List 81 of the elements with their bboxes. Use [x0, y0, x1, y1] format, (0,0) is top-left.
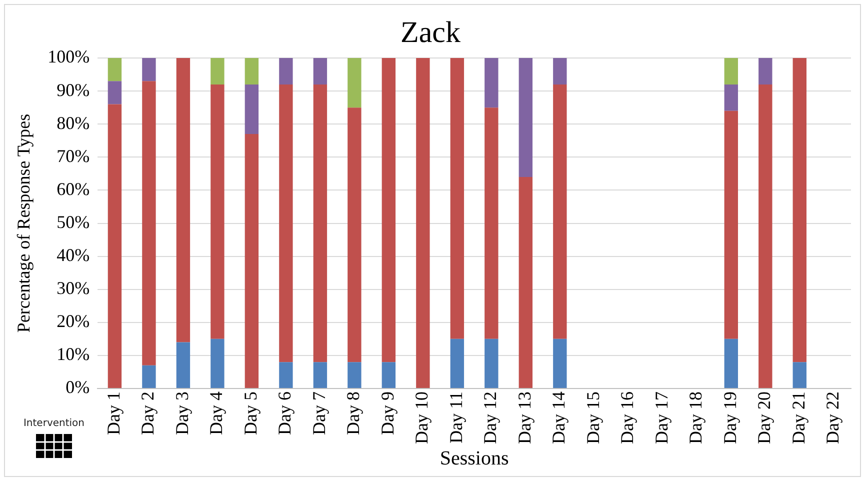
y-axis-title: Percentage of Response Types — [14, 114, 34, 333]
x-tick-label: Day 2 — [138, 392, 158, 436]
x-tick-label: Day 6 — [274, 392, 295, 436]
y-tick-label: 0% — [66, 377, 90, 398]
y-tick-label: 70% — [56, 146, 90, 166]
x-tick-label: Day 1 — [103, 392, 124, 436]
bar — [142, 365, 156, 388]
x-tick-label: Day 8 — [343, 392, 364, 436]
x-tick-label: Day 19 — [720, 392, 740, 444]
x-tick-label: Day 16 — [617, 392, 638, 444]
bar — [758, 58, 772, 84]
chart-title: Zack — [400, 16, 460, 49]
bar — [792, 362, 806, 388]
x-axis-title: Sessions — [440, 447, 509, 470]
bar — [724, 58, 738, 84]
bar — [108, 58, 122, 82]
x-tick-label: Day 15 — [582, 392, 603, 444]
bar — [348, 58, 362, 108]
bar — [484, 108, 498, 339]
bar — [484, 58, 498, 108]
bar — [758, 84, 772, 388]
x-tick-label: Day 17 — [651, 392, 672, 444]
bar — [210, 84, 224, 339]
bar — [724, 338, 738, 388]
x-tick-label: Day 9 — [377, 392, 398, 436]
bar — [382, 58, 396, 362]
bar — [210, 338, 224, 388]
bar — [518, 58, 533, 177]
bar — [553, 58, 567, 84]
y-tick-label: 50% — [56, 212, 90, 232]
bar — [244, 134, 259, 388]
bar — [142, 81, 156, 366]
bar — [279, 362, 293, 388]
bar — [450, 58, 464, 339]
text: Intervention — [23, 418, 85, 429]
x-tick-label: Day 11 — [446, 392, 466, 444]
bar — [313, 362, 328, 388]
bar — [416, 58, 430, 388]
bar — [108, 81, 122, 104]
bar — [792, 58, 806, 362]
bar — [176, 342, 190, 388]
bar — [348, 362, 362, 388]
bar — [724, 84, 738, 111]
x-tick-label: Day 4 — [206, 392, 226, 436]
bar — [176, 58, 190, 342]
bar — [244, 84, 259, 134]
x-tick-label: Day 10 — [412, 392, 432, 444]
x-tick-label: Day 14 — [548, 392, 569, 444]
bar — [279, 84, 293, 362]
bar — [142, 58, 156, 82]
x-tick-label: Day 18 — [686, 392, 706, 444]
x-tick-label: Day 7 — [308, 392, 329, 436]
x-tick-label: Day 22 — [822, 392, 843, 444]
bar — [553, 338, 567, 388]
x-tick-label: Day 12 — [480, 392, 500, 444]
bar — [518, 176, 533, 388]
y-tick-label: 30% — [56, 278, 90, 298]
y-tick-label: 10% — [56, 344, 90, 364]
bar — [210, 58, 224, 84]
x-tick-label: Day 3 — [172, 392, 192, 436]
bar — [553, 84, 567, 339]
x-tick-label: Day 21 — [788, 392, 808, 444]
bar — [348, 108, 362, 362]
y-tick-label: 20% — [56, 311, 90, 332]
y-tick-label: 80% — [56, 112, 90, 133]
y-tick-label: 90% — [56, 80, 90, 100]
bar — [724, 110, 738, 339]
x-tick-label: Day 13 — [514, 392, 534, 444]
y-tick-label: 60% — [56, 178, 90, 199]
y-tick-label: 100% — [48, 46, 90, 67]
x-tick-label: Day 5 — [240, 392, 260, 436]
bar — [108, 104, 122, 388]
bar — [313, 84, 328, 362]
bar — [279, 58, 293, 84]
bar — [484, 338, 498, 388]
bar — [313, 58, 328, 84]
bar — [244, 58, 259, 84]
x-tick-label: Day 20 — [754, 392, 774, 444]
bar — [382, 362, 396, 388]
y-tick-label: 40% — [56, 245, 90, 266]
bar — [450, 338, 464, 388]
